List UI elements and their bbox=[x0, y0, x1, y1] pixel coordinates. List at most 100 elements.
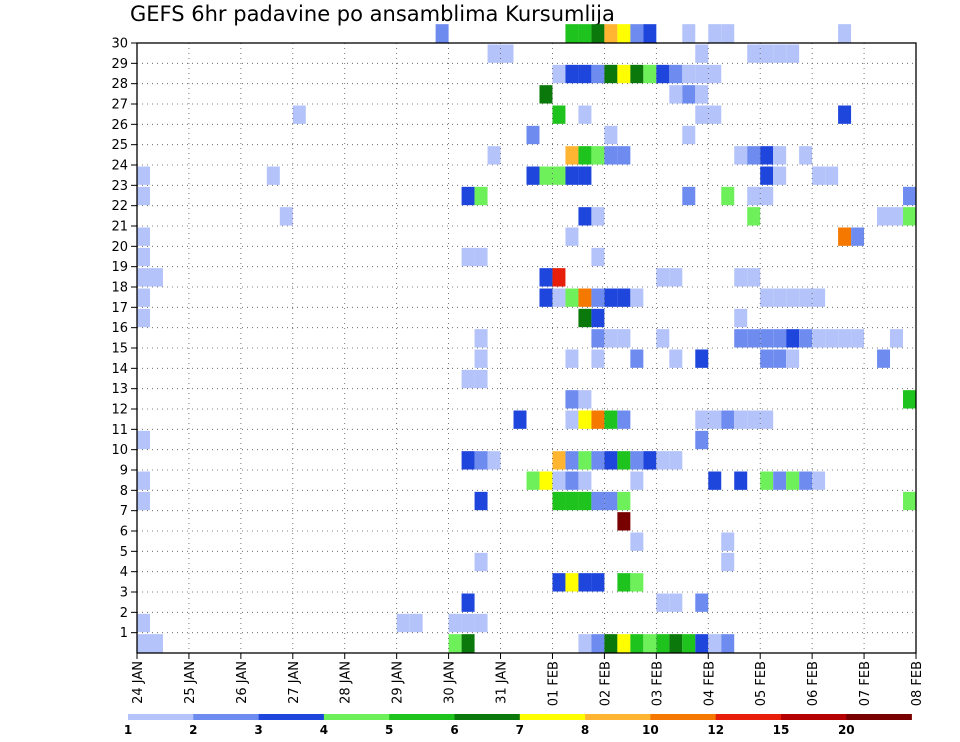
y-tick-label: 25 bbox=[111, 138, 128, 153]
heatmap-cell bbox=[695, 430, 709, 450]
colorbar-swatch bbox=[781, 714, 847, 720]
heatmap-cell bbox=[565, 471, 579, 490]
heatmap-cell bbox=[565, 573, 579, 592]
heatmap-cell bbox=[591, 573, 605, 592]
heatmap-cell bbox=[137, 186, 150, 206]
heatmap-cell bbox=[591, 207, 605, 226]
y-tick-label: 5 bbox=[120, 545, 128, 560]
heatmap-cell bbox=[734, 329, 748, 348]
heatmap-cell bbox=[682, 634, 696, 653]
heatmap-cell bbox=[487, 146, 501, 165]
x-axis: 24 JAN 25 JAN 26 JAN 27 JAN 28 JAN 29 JAN 30 J… bbox=[131, 653, 925, 706]
heatmap-cell bbox=[137, 268, 150, 287]
heatmap-cell bbox=[721, 552, 735, 572]
y-tick-label: 23 bbox=[111, 179, 128, 194]
heatmap-cell bbox=[747, 410, 761, 429]
heatmap-cell bbox=[513, 410, 527, 429]
heatmap-cell bbox=[760, 44, 774, 63]
heatmap-cell bbox=[695, 64, 709, 84]
heatmap-cell bbox=[604, 24, 618, 43]
heatmap-cell bbox=[604, 451, 618, 470]
heatmap-cell bbox=[149, 268, 163, 287]
colorbar-swatch bbox=[454, 714, 521, 720]
heatmap-cell bbox=[669, 64, 683, 84]
heatmap-cell bbox=[695, 85, 709, 104]
chart-title: GEFS 6hr padavine po ansamblima Kursumli… bbox=[130, 2, 615, 26]
heatmap-cell bbox=[617, 512, 631, 531]
heatmap-cell bbox=[825, 166, 839, 185]
heatmap-cell bbox=[137, 288, 150, 307]
heatmap-cell bbox=[760, 146, 774, 165]
heatmap-cell bbox=[137, 471, 150, 490]
heatmap-cell bbox=[137, 634, 150, 653]
heatmap-cell bbox=[578, 207, 592, 226]
heatmap-cell bbox=[695, 634, 709, 653]
x-tick-label: 29 JAN bbox=[391, 661, 406, 704]
heatmap-cell bbox=[669, 593, 683, 612]
heatmap-cell bbox=[682, 125, 696, 145]
heatmap-cell bbox=[539, 85, 553, 104]
y-tick-label: 17 bbox=[111, 301, 128, 316]
y-tick-label: 30 bbox=[111, 37, 128, 52]
heatmap-cell bbox=[669, 268, 683, 287]
heatmap-cell bbox=[552, 471, 566, 490]
heatmap-cell bbox=[643, 451, 657, 470]
x-tick-label: 08 FEB bbox=[910, 661, 925, 706]
heatmap-cell bbox=[266, 166, 280, 185]
heatmap-cell bbox=[474, 329, 488, 348]
heatmap-cell bbox=[799, 288, 813, 307]
heatmap-cell bbox=[617, 491, 631, 511]
heatmap-cell bbox=[292, 105, 306, 124]
heatmap-cell bbox=[721, 24, 735, 43]
heatmap-cell bbox=[734, 471, 748, 490]
heatmap-cell bbox=[604, 634, 618, 653]
colorbar-swatch bbox=[389, 714, 455, 720]
heatmap-cell bbox=[578, 471, 592, 490]
colorbar-label: 1 bbox=[124, 723, 132, 737]
heatmap-cell bbox=[799, 471, 813, 490]
x-tick-label: 26 JAN bbox=[235, 661, 250, 704]
heatmap-cell bbox=[578, 308, 592, 328]
heatmap-cell bbox=[903, 491, 916, 511]
heatmap-cell bbox=[487, 451, 501, 470]
heatmap-cell bbox=[773, 44, 787, 63]
heatmap-cell bbox=[682, 64, 696, 84]
heatmap-cell bbox=[591, 634, 605, 653]
colorbar-label: 6 bbox=[450, 723, 458, 737]
heatmap-cell bbox=[578, 64, 592, 84]
heatmap-cell bbox=[461, 247, 475, 267]
heatmap-cell bbox=[137, 308, 150, 328]
heatmap-cell bbox=[565, 166, 579, 185]
heatmap-cell bbox=[474, 451, 488, 470]
heatmap-cell bbox=[591, 288, 605, 307]
y-tick-label: 12 bbox=[111, 403, 128, 418]
heatmap-cell bbox=[591, 24, 605, 43]
x-tick-label: 02 FEB bbox=[598, 661, 613, 706]
heatmap-cell bbox=[656, 64, 670, 84]
x-tick-label: 07 FEB bbox=[858, 661, 873, 706]
heatmap-cell bbox=[669, 634, 683, 653]
colorbar-label: 2 bbox=[189, 723, 197, 737]
heatmap-cell bbox=[799, 146, 813, 165]
heatmap-cell bbox=[682, 186, 696, 206]
y-tick-label: 16 bbox=[111, 321, 128, 336]
heatmap-cell bbox=[474, 186, 488, 206]
heatmap-cell bbox=[747, 146, 761, 165]
heatmap-cell bbox=[773, 288, 787, 307]
heatmap-cell bbox=[630, 24, 644, 43]
heatmap-cell bbox=[578, 24, 592, 43]
y-tick-label: 28 bbox=[111, 77, 128, 92]
heatmap-cell bbox=[773, 146, 787, 165]
heatmap-cell bbox=[565, 451, 579, 470]
heatmap-cell bbox=[773, 349, 787, 368]
heatmap-cell bbox=[396, 613, 410, 633]
heatmap-cell bbox=[747, 186, 761, 206]
heatmap-cell bbox=[721, 186, 735, 206]
heatmap-cell bbox=[552, 451, 566, 470]
colorbar-swatch bbox=[128, 714, 194, 720]
heatmap-cell bbox=[773, 471, 787, 490]
heatmap-cell bbox=[474, 613, 488, 633]
heatmap-cell bbox=[838, 329, 852, 348]
heatmap-cell bbox=[617, 64, 631, 84]
y-axis: 1234567891011121314151617181920212223242… bbox=[111, 37, 137, 641]
